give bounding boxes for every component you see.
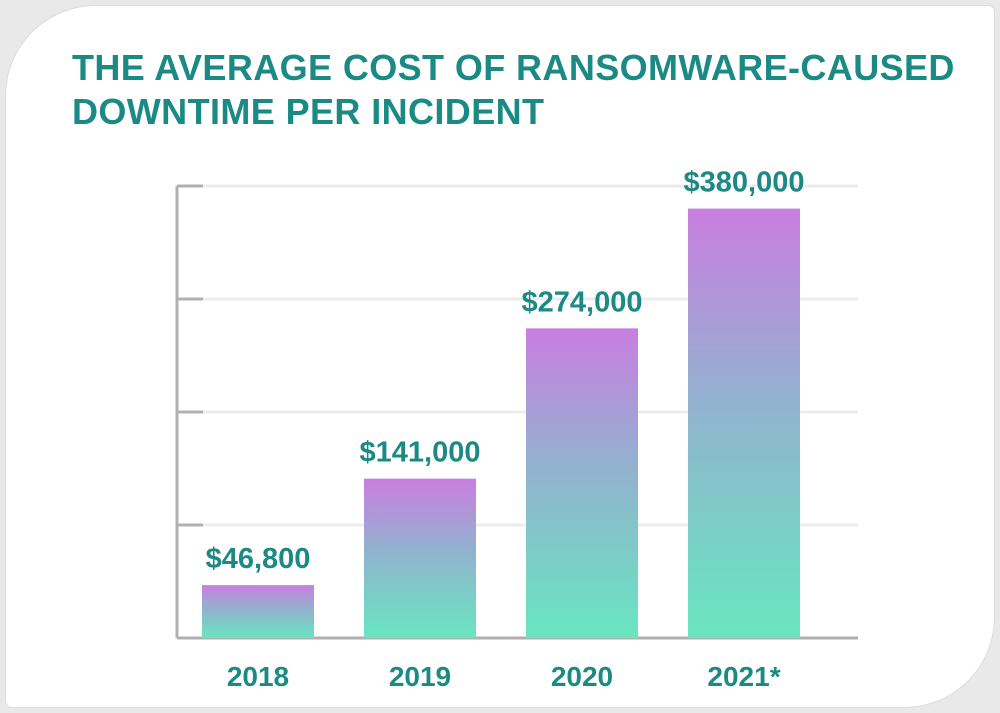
- bar-2019: [364, 478, 476, 638]
- chart-title-line-2: DOWNTIME PER INCIDENT: [72, 91, 545, 132]
- bar-chart: $46,800 2018 $141,000 2019 $274,000 2020 $380,…: [175, 167, 858, 692]
- x-tick-label: 2020: [551, 661, 613, 692]
- data-label: $274,000: [522, 286, 643, 318]
- x-tick-label: 2021*: [707, 661, 780, 692]
- bar-2021: [688, 208, 800, 638]
- chart-title: THE AVERAGE COST OF RANSOMWARE-CAUSED DO…: [72, 46, 972, 134]
- chart-card: THE AVERAGE COST OF RANSOMWARE-CAUSED DO…: [6, 6, 994, 707]
- bar-2020: [526, 328, 638, 638]
- data-label: $46,800: [206, 543, 311, 575]
- x-tick-label: 2018: [227, 661, 289, 692]
- data-label: $141,000: [360, 437, 481, 469]
- x-tick-label: 2019: [389, 661, 451, 692]
- data-label: $380,000: [684, 167, 805, 199]
- bar-2018: [202, 585, 314, 638]
- chart-title-line-1: THE AVERAGE COST OF RANSOMWARE-CAUSED: [72, 47, 955, 88]
